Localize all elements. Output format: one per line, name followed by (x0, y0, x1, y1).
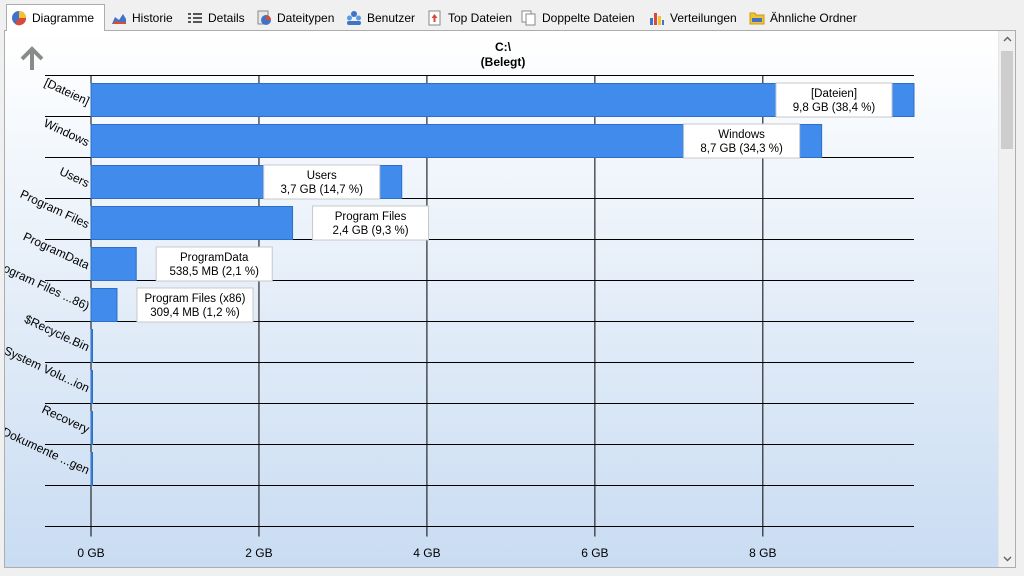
x-tick-label: 0 GB (77, 546, 104, 560)
chart-area: C:\ (Belegt) [Dateien] Windows Users Progra… (5, 31, 998, 567)
data-label-box (775, 82, 893, 118)
data-label-name: [Dateien] (811, 88, 857, 100)
bar[interactable] (90, 329, 93, 363)
data-label: Windows 8,7 GB (34,3 %) (683, 123, 801, 159)
data-label-box (155, 246, 273, 282)
data-label-size: 538,5 MB (2,1 %) (169, 266, 259, 278)
data-label-size: 2,4 GB (9,3 %) (333, 225, 409, 237)
data-label-box (136, 287, 254, 323)
data-labels: [Dateien] 9,8 GB (38,4 %) Windows 8,7 GB (3… (136, 82, 893, 323)
data-label-size: 309,4 MB (1,2 %) (150, 307, 240, 319)
x-tick-label: 8 GB (749, 546, 776, 560)
chart-title: C:\ (495, 40, 512, 54)
data-label: [Dateien] 9,8 GB (38,4 %) (775, 82, 893, 118)
bar[interactable] (90, 247, 137, 281)
vertical-scrollbar[interactable] (998, 31, 1015, 567)
bar[interactable] (90, 452, 93, 486)
data-label: Program Files (x86) 309,4 MB (1,2 %) (136, 287, 254, 323)
tab-details[interactable]: Details (183, 6, 245, 30)
tab-diagramme[interactable]: Diagramme (6, 4, 105, 31)
x-tick-label: 6 GB (581, 546, 608, 560)
tab-verteilungen[interactable]: Verteilungen (645, 6, 737, 30)
tab-label: Top Dateien (448, 11, 513, 25)
data-label-name: ProgramData (180, 252, 249, 264)
scroll-down-button[interactable] (999, 550, 1015, 567)
tab-dateitypen[interactable]: Dateitypen (252, 6, 334, 30)
area-chart-icon (111, 10, 127, 26)
data-label-box (683, 123, 801, 159)
scroll-thumb[interactable] (1001, 51, 1013, 149)
chart-panel: C:\ (Belegt) [Dateien] Windows Users Progra… (4, 30, 1016, 568)
chart-subtitle: (Belegt) (481, 55, 526, 69)
bar-chart: C:\ (Belegt) [Dateien] Windows Users Progra… (5, 31, 998, 567)
top-files-icon (427, 10, 443, 26)
bar[interactable] (90, 206, 294, 240)
tab-bar: Diagramme Historie Details Dateitypen Benutz… (0, 0, 1024, 31)
bar[interactable] (90, 411, 93, 445)
file-types-icon (256, 10, 272, 26)
bar-chart-icon (649, 10, 665, 26)
users-icon (346, 10, 362, 26)
x-axis-ticks: 0 GB 2 GB 4 GB 6 GB 8 GB (77, 546, 776, 560)
tab-historie[interactable]: Historie (107, 6, 173, 30)
data-label-box (263, 164, 381, 200)
x-tick-label: 2 GB (245, 546, 272, 560)
duplicate-files-icon (521, 10, 537, 26)
data-label: ProgramData 538,5 MB (2,1 %) (155, 246, 273, 282)
data-label-name: Program Files (x86) (144, 293, 245, 305)
bar[interactable] (90, 370, 93, 404)
data-label-name: Users (307, 170, 337, 182)
x-tick-label: 4 GB (413, 546, 440, 560)
data-label-name: Windows (718, 129, 765, 141)
similar-folders-icon (749, 10, 765, 26)
tab-ähnliche-ordner[interactable]: Ähnliche Ordner (745, 6, 857, 30)
data-label-size: 8,7 GB (34,3 %) (700, 143, 783, 155)
tab-benutzer[interactable]: Benutzer (342, 6, 415, 30)
chevron-up-icon (1003, 36, 1012, 42)
tab-label: Ähnliche Ordner (770, 11, 857, 25)
data-label: Users 3,7 GB (14,7 %) (263, 164, 381, 200)
data-label-name: Program Files (335, 211, 407, 223)
pie-chart-icon (11, 10, 27, 26)
tab-label: Verteilungen (670, 11, 737, 25)
data-label-size: 9,8 GB (38,4 %) (793, 102, 876, 114)
tab-label: Diagramme (32, 11, 95, 25)
tab-label: Benutzer (367, 11, 416, 25)
tab-label: Historie (132, 11, 173, 25)
arrow-up-icon (20, 46, 44, 70)
tab-label: Doppelte Dateien (542, 11, 635, 25)
data-label: Program Files 2,4 GB (9,3 %) (312, 205, 430, 241)
details-list-icon (187, 10, 203, 26)
chevron-down-icon (1003, 556, 1012, 562)
up-button[interactable] (17, 45, 47, 75)
tab-doppelte-dateien[interactable]: Doppelte Dateien (517, 6, 635, 30)
tab-label: Details (208, 11, 245, 25)
scroll-up-button[interactable] (999, 31, 1015, 48)
data-label-size: 3,7 GB (14,7 %) (280, 184, 363, 196)
bar[interactable] (90, 288, 118, 322)
tab-label: Dateitypen (277, 11, 335, 25)
tab-top-dateien[interactable]: Top Dateien (423, 6, 512, 30)
data-label-box (312, 205, 430, 241)
